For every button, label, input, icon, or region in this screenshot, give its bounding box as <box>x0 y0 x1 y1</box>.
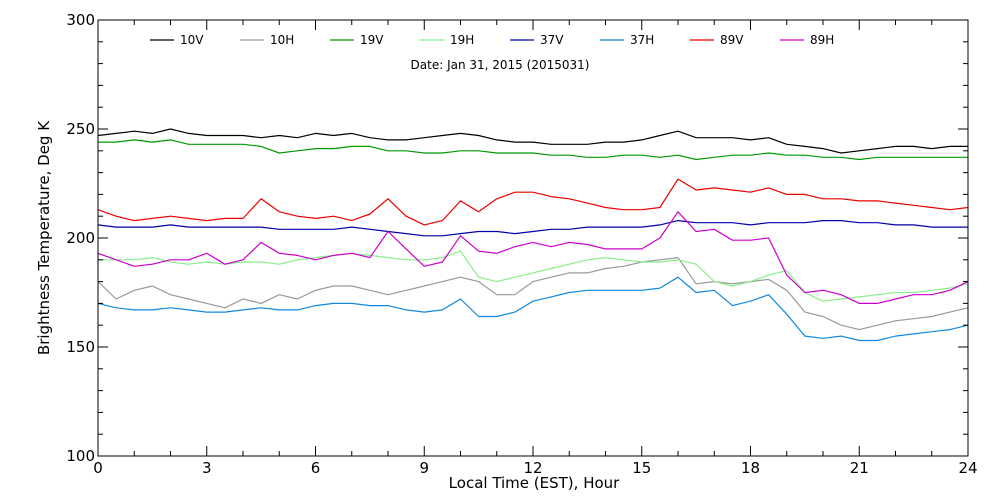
y-tick-label: 300 <box>66 11 95 29</box>
series-lines <box>97 128 969 342</box>
chart-subtitle: Date: Jan 31, 2015 (2015031) <box>411 58 590 72</box>
x-axis-label: Local Time (EST), Hour <box>449 474 620 492</box>
plot-frame <box>97 19 969 457</box>
legend-label-37v: 37V <box>540 33 564 47</box>
series-line-37v <box>97 220 968 237</box>
series-line-89h <box>97 211 969 304</box>
legend-label-10h: 10H <box>270 33 294 47</box>
x-tick-label: 6 <box>311 459 321 477</box>
x-tick-label: 18 <box>741 459 760 477</box>
x-tick-label: 21 <box>850 459 869 477</box>
series-line-89v <box>97 178 969 226</box>
legend-label-10v: 10V <box>180 33 204 47</box>
y-tick-label: 200 <box>66 229 95 247</box>
series-line-19v <box>98 139 968 161</box>
series-line-10h <box>97 257 969 331</box>
series-line-37h <box>97 276 969 342</box>
x-tick-label: 12 <box>523 459 542 477</box>
x-tick-label: 9 <box>419 459 429 477</box>
legend: 10V 10H 19V 19H 37V 37H 89V 89H <box>150 33 834 47</box>
x-tick-label: 15 <box>632 459 651 477</box>
y-tick-label: 150 <box>66 338 95 356</box>
legend-label-19v: 19V <box>360 33 384 47</box>
x-tick-label: 0 <box>93 459 103 477</box>
y-tick-label: 250 <box>66 120 95 138</box>
y-axis-label: Brightness Temperature, Deg K <box>35 120 53 355</box>
series-line-19h <box>98 250 969 302</box>
legend-label-37h: 37H <box>630 33 654 47</box>
legend-label-19h: 19H <box>450 33 474 47</box>
x-tick-label: 24 <box>958 459 977 477</box>
x-tick-label: 3 <box>202 459 212 477</box>
series-line-10v <box>97 128 968 154</box>
legend-label-89h: 89H <box>810 33 834 47</box>
axis-ticks: 0 3 6 9 12 15 18 21 24 100 150 200 250 300 <box>66 11 977 477</box>
y-tick-label: 100 <box>66 447 95 465</box>
legend-label-89v: 89V <box>720 33 744 47</box>
plot-border <box>97 19 969 457</box>
